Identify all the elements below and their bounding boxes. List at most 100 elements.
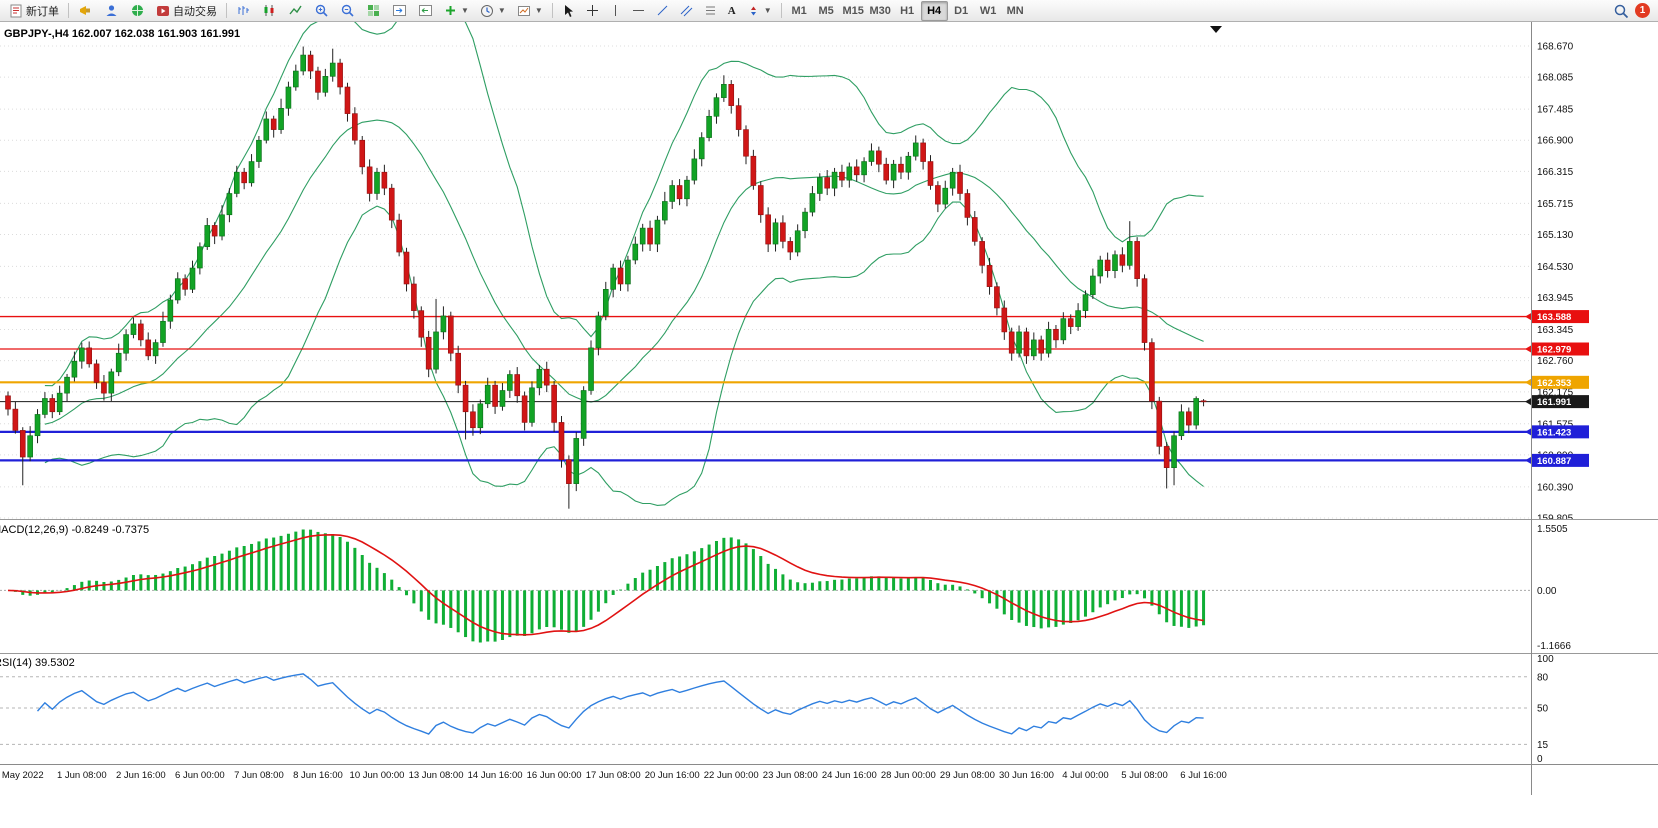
bar-chart-mode-button[interactable] [231, 1, 256, 21]
time-label: 6 Jun 00:00 [175, 770, 225, 781]
horizontal-line-tool-button[interactable] [627, 1, 650, 21]
auto-trading-icon [156, 4, 170, 18]
svg-text:100: 100 [1537, 654, 1554, 665]
svg-text:160.887: 160.887 [1537, 456, 1571, 467]
timeframe-button-M5[interactable]: M5 [813, 1, 840, 21]
profile-icon [104, 3, 119, 18]
templates-button[interactable]: ▼ [512, 1, 548, 21]
toolbar-separator [551, 3, 553, 18]
svg-text:166.315: 166.315 [1537, 167, 1574, 178]
notification-badge[interactable]: 1 [1635, 3, 1650, 18]
zoom-in-button[interactable] [309, 1, 334, 21]
auto-scroll-icon [392, 3, 407, 18]
time-label: 23 Jun 08:00 [762, 770, 818, 781]
svg-text:159.805: 159.805 [1537, 514, 1574, 520]
zoom-out-icon [340, 3, 355, 18]
time-label: 30 Jun 16:00 [998, 770, 1054, 781]
market-watch-button[interactable] [99, 1, 124, 21]
toolbar-separator [226, 3, 227, 18]
timeframe-button-M1[interactable]: M1 [786, 1, 813, 21]
macd-signal-line [7, 533, 1204, 636]
svg-text:167.485: 167.485 [1537, 105, 1574, 116]
horizontal-line-icon [632, 5, 645, 16]
time-label: 29 Jun 08:00 [939, 770, 995, 781]
time-label: 6 Jul 16:00 [1180, 770, 1227, 781]
svg-text:163.588: 163.588 [1537, 312, 1571, 323]
timeframe-button-MN[interactable]: MN [1002, 1, 1029, 21]
add-indicator-icon [444, 4, 457, 17]
line-chart-mode-button[interactable] [283, 1, 308, 21]
crosshair-tool-button[interactable] [581, 1, 604, 21]
timeframe-button-M30[interactable]: M30 [867, 1, 894, 21]
svg-text:161.991: 161.991 [1537, 397, 1572, 408]
trendline-tool-button[interactable] [651, 1, 674, 21]
time-label: 1 Jun 08:00 [56, 770, 107, 781]
timeframe-button-D1[interactable]: D1 [948, 1, 975, 21]
zoom-out-button[interactable] [335, 1, 360, 21]
svg-text:50: 50 [1537, 704, 1549, 715]
svg-text:161.423: 161.423 [1537, 427, 1571, 438]
new-order-button[interactable]: 新订单 [4, 1, 64, 21]
svg-text:-1.1666: -1.1666 [1537, 641, 1571, 652]
timeframe-button-W1[interactable]: W1 [975, 1, 1002, 21]
timeframe-group: M1 M5 M15 M30 H1 H4 D1 W1 MN [786, 0, 1029, 21]
svg-text:165.715: 165.715 [1537, 199, 1574, 210]
main-price-chart[interactable]: 168.670 168.085 167.485 166.900 166.315 165.7… [0, 22, 1658, 519]
price-gridlines: 168.670 168.085 167.485 166.900 166.315 165.7… [0, 42, 1574, 520]
zoom-in-icon [314, 3, 329, 18]
template-icon [517, 4, 531, 18]
text-tool-button[interactable]: A [723, 1, 741, 21]
time-label: 10 Jun 00:00 [349, 770, 405, 781]
chart-ohlc-title: GBPJPY-,H4 162.007 162.038 161.903 161.9… [4, 28, 241, 40]
svg-text:162.353: 162.353 [1537, 378, 1571, 389]
time-label: 28 Jun 00:00 [880, 770, 936, 781]
macd-indicator-panel[interactable]: 1.5505 0.00 -1.1666 [0, 519, 1658, 653]
chart-shift-button[interactable] [413, 1, 438, 21]
alert-button[interactable] [73, 1, 98, 21]
time-label: 5 Jul 08:00 [1121, 770, 1168, 781]
search-icon[interactable] [1613, 3, 1629, 19]
time-axis[interactable]: May 2022 1 Jun 08:00 2 Jun 16:00 6 Jun 00:0… [0, 764, 1658, 795]
time-label: 14 Jun 16:00 [467, 770, 523, 781]
rsi-indicator-panel[interactable]: 100 80 50 15 0 [0, 653, 1658, 764]
svg-text:0: 0 [1537, 754, 1543, 764]
candles [5, 46, 1207, 509]
bollinger-middle-line [44, 119, 1204, 425]
chevron-down-icon: ▼ [497, 6, 506, 15]
timeframe-button-M15[interactable]: M15 [840, 1, 867, 21]
new-order-label: 新订单 [26, 5, 59, 18]
svg-text:166.900: 166.900 [1537, 136, 1574, 147]
chevron-down-icon: ▼ [461, 6, 469, 15]
timeframe-button-H4[interactable]: H4 [920, 0, 948, 21]
horizontal-level-lines[interactable] [0, 315, 1530, 462]
time-label: 16 Jun 00:00 [526, 770, 582, 781]
web-button[interactable] [125, 1, 150, 21]
svg-text:164.530: 164.530 [1537, 262, 1574, 273]
arrows-tool-button[interactable]: ▼ [742, 1, 777, 21]
fibonacci-tool-button[interactable] [699, 1, 722, 21]
vertical-line-tool-button[interactable] [605, 1, 626, 21]
svg-text:80: 80 [1537, 672, 1549, 683]
periods-button[interactable]: ▼ [475, 1, 511, 21]
auto-scroll-button[interactable] [387, 1, 412, 21]
candlestick-mode-button[interactable] [257, 1, 282, 21]
arrows-icon [747, 4, 760, 17]
macd-indicator-label: MACD(12,26,9) -0.8249 -0.7375 [0, 524, 150, 536]
timeframe-button-H1[interactable]: H1 [894, 1, 921, 21]
clock-icon [480, 4, 494, 18]
time-label: 8 Jun 16:00 [293, 770, 343, 781]
time-label: 20 Jun 16:00 [644, 770, 700, 781]
tile-windows-button[interactable] [361, 1, 386, 21]
svg-text:163.345: 163.345 [1537, 325, 1574, 336]
channel-tool-button[interactable] [675, 1, 698, 21]
text-icon: A [727, 4, 736, 17]
tile-windows-icon [366, 3, 381, 18]
cursor-icon [562, 4, 575, 18]
add-indicator-button[interactable]: ▼ [439, 1, 474, 21]
cursor-tool-button[interactable] [557, 1, 580, 21]
svg-text:165.130: 165.130 [1537, 230, 1574, 241]
time-label: 24 Jun 16:00 [821, 770, 877, 781]
time-label: May 2022 [1, 770, 44, 781]
time-label: 17 Jun 08:00 [585, 770, 641, 781]
auto-trading-button[interactable]: 自动交易 [151, 1, 222, 21]
